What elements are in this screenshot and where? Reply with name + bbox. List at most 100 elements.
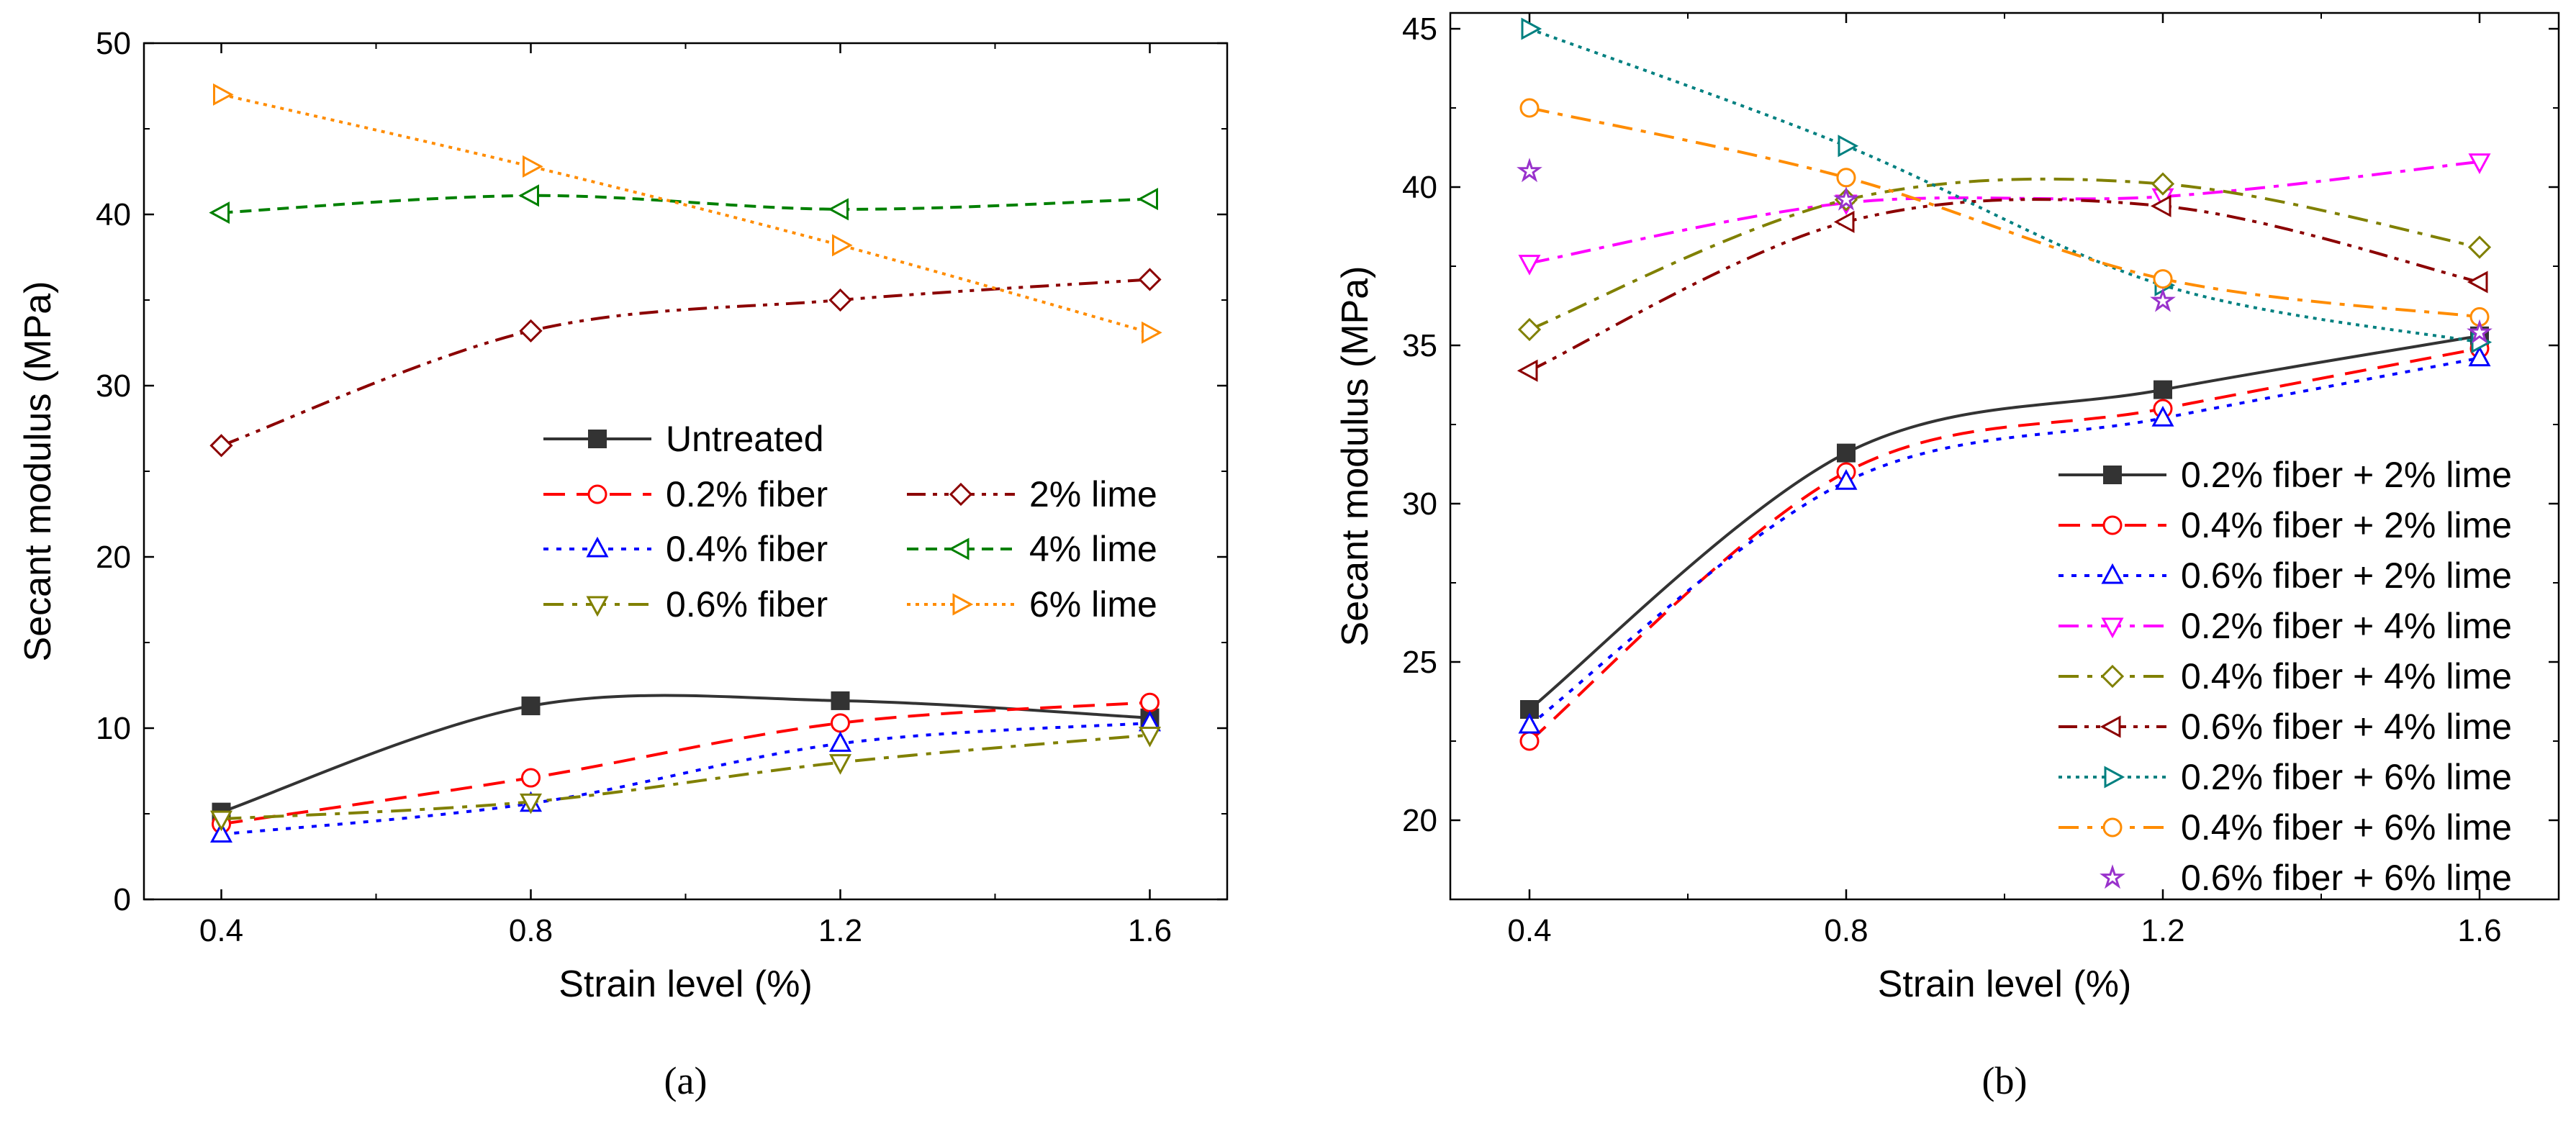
data-point [832,234,853,257]
data-point [519,793,543,814]
series-line [220,694,1150,814]
series-6-lime [213,83,1162,344]
y-tick-label: 30 [1402,486,1437,522]
data-point [209,201,230,224]
legend-item: 0.4% fiber + 6% lime [2058,807,2512,848]
data-point [828,731,852,752]
data-point [518,184,539,207]
legend-marker [948,537,970,560]
data-point [1517,158,1542,183]
data-point [2153,269,2173,289]
series-line [220,278,1150,448]
panel-caption: (a) [664,1059,708,1102]
series-0-2-fiber-4-lime [1518,153,2491,276]
data-point [2154,380,2172,399]
series-line [1529,160,2480,265]
series-line [221,733,1150,821]
data-point [209,434,233,458]
legend-marker [2103,466,2122,484]
legend-label: 0.4% fiber [666,529,828,569]
chart-b: 0.4 0.8 1.2 1.6 20 25 30 35 40 45 Strain level (%)… [1334,12,2560,1102]
series-line [1528,334,2480,711]
y-tick-label: 50 [96,26,131,61]
legend-label: 0.6% fiber + 6% lime [2181,858,2512,898]
legend-label: Untreated [666,419,824,459]
y-tick-label: 40 [96,197,131,232]
data-point [2467,319,2493,344]
data-point [1519,98,1540,118]
y-tick-label: 45 [1402,12,1437,47]
legend-item: 0.6% fiber + 4% lime [2058,707,2512,747]
y-tick-label: 20 [96,540,131,575]
legend-label: 2% lime [1029,474,1157,514]
data-point [1838,135,1859,158]
data-point [1138,268,1162,291]
y-tick-label: 10 [96,711,131,746]
x-tick-label: 1.2 [2141,913,2184,948]
legend-marker [2100,715,2121,738]
legend-marker [2102,515,2123,535]
legend-item: Untreated [543,419,824,459]
y-tick-label: 40 [1402,170,1437,205]
data-point [828,754,852,775]
legend-item: 0.6% fiber + 6% lime [2100,858,2512,898]
x-tick-label: 0.8 [1824,913,1868,948]
legend-item: 6% lime [907,584,1157,625]
legend-label: 0.6% fiber + 4% lime [2181,707,2512,747]
data-point [2151,172,2175,196]
data-point [2150,194,2171,217]
y-axis-label: Secant modulus (MPa) [1334,266,1376,647]
y-tick-label: 25 [1402,645,1437,680]
legend-marker [2100,864,2125,889]
data-point [1836,168,1856,188]
legend-marker [2100,664,2125,689]
x-axis-label: Strain level (%) [1878,963,2132,1005]
data-point [2467,271,2488,294]
data-point [1518,255,1541,276]
x-tick-label: 0.4 [199,913,243,948]
data-point [521,696,541,716]
series-0-6-fiber [209,727,1162,832]
legend-item: 0.4% fiber + 2% lime [2058,505,2512,545]
data-point [1518,712,1541,734]
y-tick-label: 35 [1402,328,1437,363]
series-line [1528,356,2480,727]
data-point [213,83,234,106]
x-tick-label: 1.6 [2457,913,2501,948]
data-point [1517,359,1538,382]
x-tick-label: 1.2 [818,913,862,948]
legend-label: 0.2% fiber [666,474,828,514]
legend-marker [2104,766,2125,789]
data-point [1138,727,1162,748]
data-point [1140,692,1160,712]
x-axis-label: Strain level (%) [559,963,813,1005]
chart-a: 0.4 0.8 1.2 1.6 0 10 20 30 40 50 Strain level (%) S… [17,26,1229,1102]
legend-item: 0.2% fiber + 2% lime [2058,455,2512,495]
data-point [519,319,543,342]
data-point [2468,345,2491,367]
legend-label: 4% lime [1029,529,1157,569]
series-line [1529,198,2480,373]
data-point [1137,188,1158,211]
series-line [221,721,1150,836]
data-point [831,713,850,733]
data-point [2151,406,2174,427]
legend-label: 0.6% fiber + 2% lime [2181,555,2512,596]
legend-marker [2101,563,2124,584]
data-point [1142,321,1162,344]
legend-marker [586,536,609,558]
legend-marker [952,593,974,616]
data-point [828,288,852,312]
series-line [1528,347,2480,743]
legend-item: 0.2% fiber + 6% lime [2058,757,2512,797]
x-tick-label: 0.4 [1507,913,1551,948]
data-point [1835,469,1858,490]
legend-marker [2102,817,2123,838]
x-tick-label: 1.6 [1128,913,1172,948]
series-line [221,93,1151,335]
data-point [1517,317,1542,342]
series-untreated [212,691,1160,822]
legend-item: 0.4% fiber + 4% lime [2058,656,2512,696]
data-point [2150,287,2176,312]
